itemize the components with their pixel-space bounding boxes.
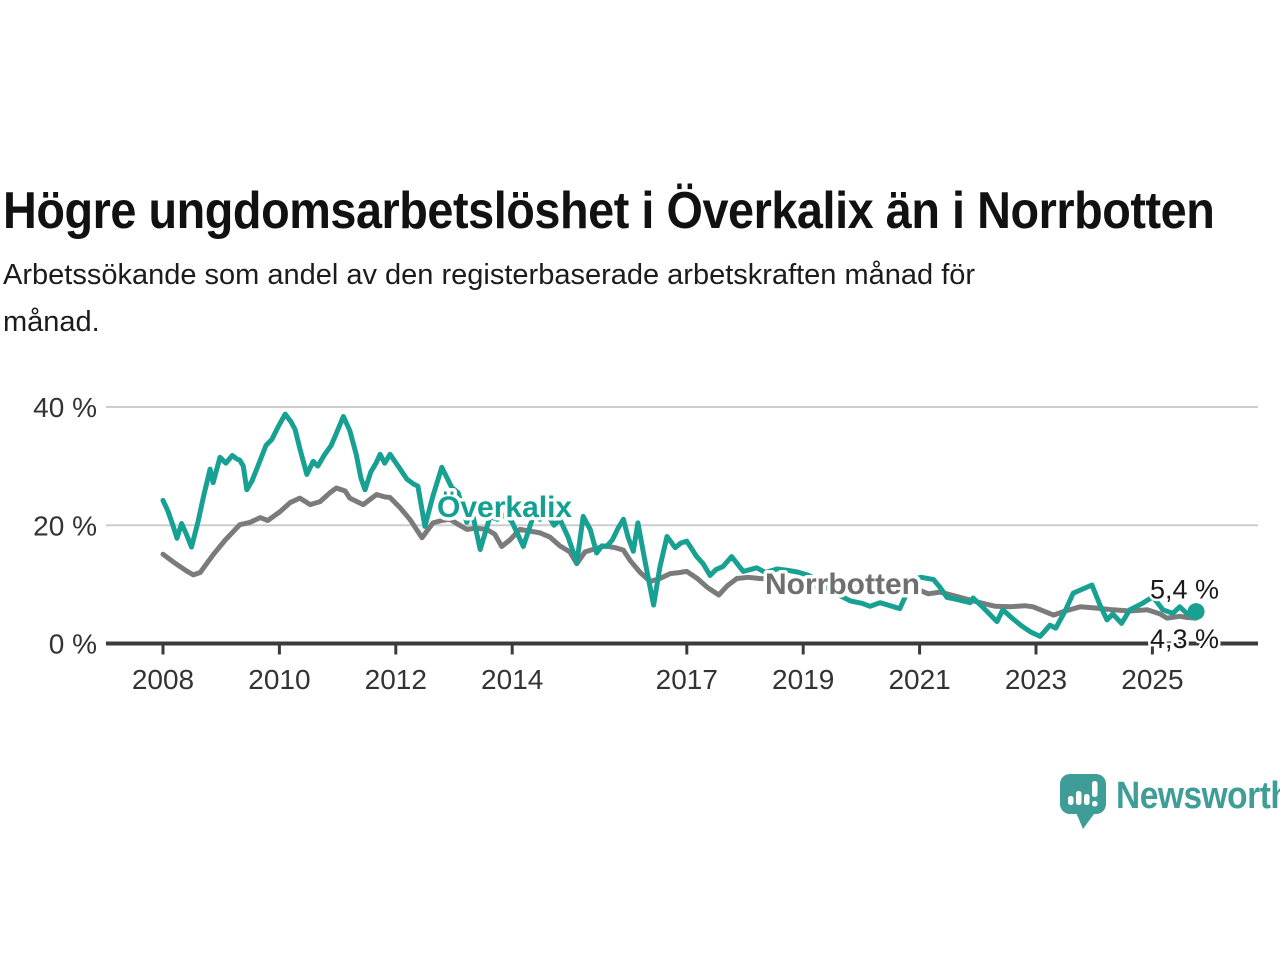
end-value-label-norrbotten: 4,3 % — [1150, 624, 1219, 654]
x-tick-label-2010: 2010 — [248, 664, 310, 695]
series-label-overkalix: Överkalix — [437, 491, 572, 524]
series-line-norrbotten — [160, 485, 1199, 621]
series-line-overkalix — [160, 411, 1199, 639]
x-tick-label-2019: 2019 — [772, 664, 834, 695]
end-value-label-overkalix: 5,4 % — [1150, 575, 1219, 605]
x-tick-label-2017: 2017 — [656, 664, 718, 695]
series-label-norrbotten: Norrbotten — [765, 568, 920, 601]
x-tick-label-2025: 2025 — [1121, 664, 1183, 695]
y-tick-label-20: 20 % — [33, 510, 97, 541]
brand-footer: Newsworthy — [1054, 762, 1280, 830]
page-subtitle-line-2: månad. — [3, 306, 100, 338]
x-tick-label-2021: 2021 — [888, 664, 950, 695]
x-tick-label-2012: 2012 — [365, 664, 427, 695]
y-tick-label-0: 0 % — [49, 629, 97, 660]
newsworthy-logo-icon — [1060, 774, 1106, 829]
page-subtitle-line-1: Arbetssökande som andel av den registerb… — [3, 259, 976, 291]
x-tick-label-2008: 2008 — [132, 664, 194, 695]
y-tick-label-40: 40 % — [33, 392, 97, 423]
page-title: Högre ungdomsarbetslöshet i Överkalix än… — [3, 181, 1215, 240]
x-tick-label-2014: 2014 — [481, 664, 543, 695]
page-subtitle: Arbetssökande som andel av den registerb… — [3, 252, 975, 346]
series-end-dot-overkalix — [1187, 603, 1205, 621]
x-tick-label-2023: 2023 — [1005, 664, 1067, 695]
brand-name: Newsworthy — [1116, 775, 1280, 817]
